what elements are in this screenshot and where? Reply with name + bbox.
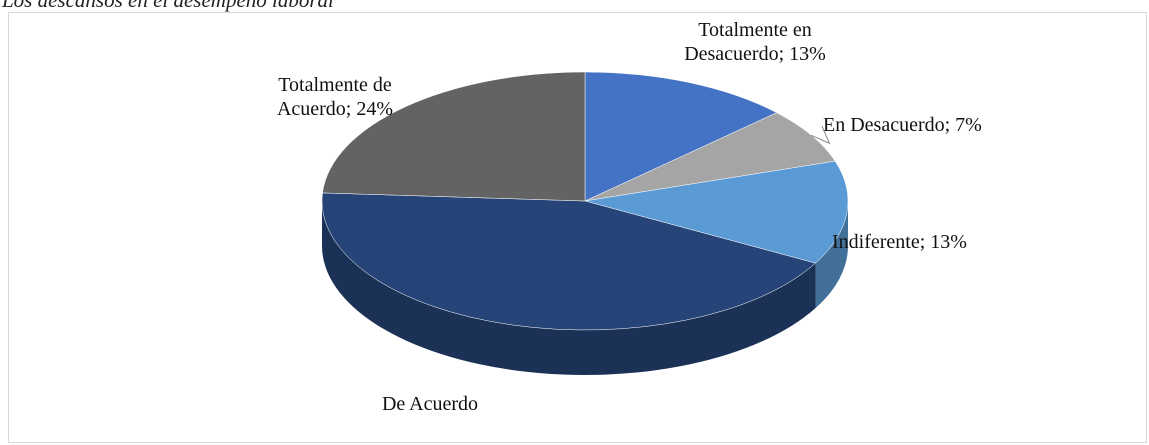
- data-label: Indiferente; 13%: [832, 231, 967, 253]
- slice-side: [815, 201, 848, 309]
- chart-frame: [8, 12, 1147, 443]
- data-label: En Desacuerdo; 7%: [823, 114, 982, 136]
- data-label: De Acuerdo: [381, 393, 479, 415]
- chart-title: Los descansos en el desempeño laboral: [2, 0, 334, 12]
- slice: [584, 71, 778, 202]
- data-label: Totalmente en Desacuerdo; 13%: [684, 19, 826, 65]
- slice: [322, 71, 586, 202]
- leader-line: [811, 125, 831, 145]
- slice: [584, 112, 836, 202]
- slice: [321, 192, 816, 331]
- slice: [584, 160, 849, 264]
- data-label: Totalmente de Acuerdo; 24%: [276, 74, 394, 120]
- slice-side: [322, 201, 816, 375]
